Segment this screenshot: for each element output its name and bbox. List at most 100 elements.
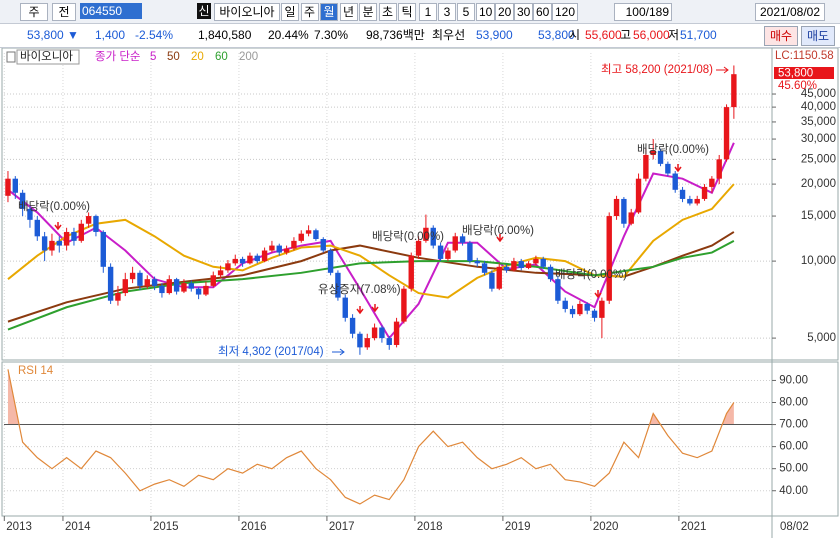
y-tick-label: 10,000 <box>801 255 836 267</box>
open-label: 시 <box>569 28 581 42</box>
change: 1,400 <box>95 28 126 42</box>
candle-body <box>305 230 312 234</box>
interval-button[interactable]: 일 <box>281 3 299 21</box>
candle-body <box>540 258 546 267</box>
count-input[interactable]: 100/189 <box>614 3 672 21</box>
dividend-marker <box>54 222 62 231</box>
candle-body <box>731 74 737 108</box>
candle-body <box>217 270 224 276</box>
candle-body <box>327 250 334 273</box>
interval-button[interactable]: 년 <box>339 3 358 21</box>
candle-body <box>716 159 722 179</box>
candle-body <box>173 279 180 292</box>
date-input[interactable]: 2021/08/02 <box>755 3 825 21</box>
candle-body <box>335 272 341 298</box>
candle-body <box>437 245 444 259</box>
candle-body <box>239 258 246 264</box>
prev-button[interactable]: 전 <box>52 3 76 21</box>
interval-button[interactable]: 30 <box>514 3 534 21</box>
candle-body <box>27 208 33 220</box>
candle-body <box>247 255 253 264</box>
period-select[interactable]: 주 <box>20 3 48 21</box>
candle-body <box>63 231 70 246</box>
candle-body <box>5 178 11 196</box>
candle-body <box>93 216 99 232</box>
candle-body <box>188 283 194 289</box>
candle-body <box>181 283 187 292</box>
sell-button[interactable]: 매도 <box>801 26 835 46</box>
candle-body <box>533 258 539 264</box>
candle-body <box>203 285 209 295</box>
candle-body <box>555 279 561 301</box>
candle-body <box>687 198 693 204</box>
candle-body <box>569 308 576 315</box>
buy-button[interactable]: 매수 <box>764 26 798 46</box>
interval-button[interactable]: 월 <box>320 3 338 21</box>
y-tick-label: 5,000 <box>807 332 836 344</box>
toolbar: 주 전 064550 신 바이오니아 일 주 월 년 분 초 틱 1 3 5 10 20 30 60 120… <box>0 0 840 24</box>
legend-name: 바이오니아 <box>20 50 73 63</box>
price-badge <box>774 67 834 79</box>
annotation-arrow <box>332 348 345 356</box>
change-pct: -2.54% <box>135 28 174 42</box>
rsi-line <box>7 369 735 505</box>
dividend-marker <box>371 304 379 313</box>
candle-body <box>445 250 451 259</box>
interval-button[interactable]: 60 <box>533 3 553 21</box>
interval-button[interactable]: 틱 <box>398 3 416 21</box>
interval-button[interactable]: 1 <box>419 3 437 21</box>
candle-body <box>225 263 231 271</box>
candle-body <box>430 227 436 246</box>
interval-button[interactable]: 5 <box>457 3 475 21</box>
y-tick-label: 60.00 <box>779 441 808 453</box>
candle-body <box>210 275 216 286</box>
legend-entry: 5 <box>150 51 156 63</box>
candle-body <box>364 338 370 348</box>
x-tick-label: 2021 <box>681 521 707 533</box>
y-tick-label: 70.00 <box>779 419 808 431</box>
candle-body <box>577 303 583 315</box>
legend-entry: 20 <box>191 51 204 63</box>
legend-entry: 50 <box>167 51 180 63</box>
interval-button[interactable]: 120 <box>552 3 579 21</box>
candle-body <box>122 279 128 294</box>
annotation: 배당락(0.00%) <box>555 268 627 281</box>
candle-body <box>269 245 275 251</box>
high: 56,000 <box>633 28 670 42</box>
candle-body <box>525 263 532 268</box>
candle-body <box>709 178 715 187</box>
side-label: LC:1150.58 <box>775 50 834 62</box>
candle-body <box>423 227 429 241</box>
candle-body <box>679 189 686 199</box>
candle-body <box>547 266 554 280</box>
y-tick-label: 45,000 <box>801 88 836 100</box>
interval-button[interactable]: 분 <box>359 3 377 21</box>
ratio: 7.30% <box>314 28 349 42</box>
candle-body <box>665 163 671 174</box>
volume: 1,840,580 <box>198 28 252 42</box>
interval-button[interactable]: 초 <box>378 3 397 21</box>
candle-body <box>320 239 326 251</box>
candle-body <box>85 216 92 224</box>
low: 51,700 <box>680 28 717 42</box>
y-tick-label: 40.00 <box>779 485 808 497</box>
price: 53,800 ▼ <box>27 28 79 42</box>
interval-button[interactable]: 주 <box>300 3 319 21</box>
candle-body <box>129 272 136 280</box>
interval-button[interactable]: 10 <box>476 3 496 21</box>
interval-button[interactable]: 3 <box>438 3 456 21</box>
candle-body <box>643 154 649 179</box>
stock-name: 바이오니아 <box>214 3 280 21</box>
y-tick-label: 90.00 <box>779 374 808 386</box>
code-input[interactable]: 064550 <box>80 3 142 19</box>
candle-body <box>166 279 172 294</box>
dividend-marker <box>674 164 682 173</box>
candle-body <box>159 285 165 294</box>
candle-body <box>371 327 378 339</box>
y-tick-label: 15,000 <box>801 210 836 222</box>
interval-button[interactable]: 20 <box>495 3 515 21</box>
open: 55,600 <box>585 28 622 42</box>
candle-body <box>379 327 385 339</box>
